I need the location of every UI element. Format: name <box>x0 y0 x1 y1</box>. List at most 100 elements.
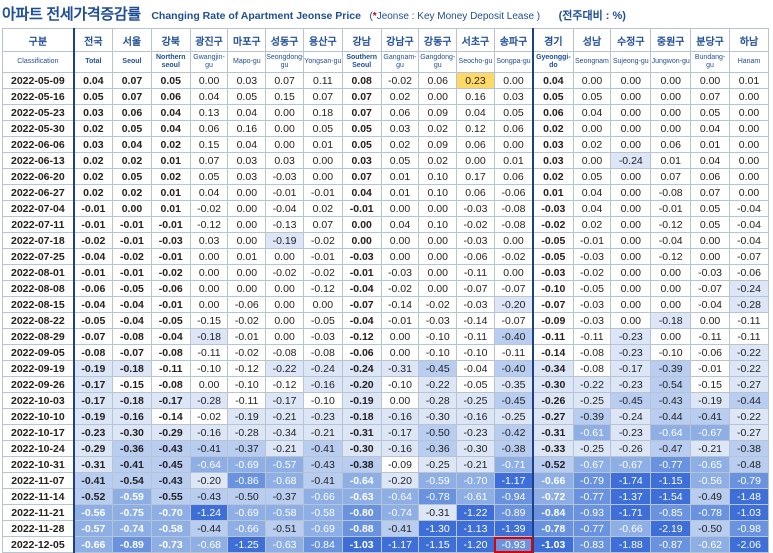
rate-cell: -0.19 <box>341 392 382 409</box>
rate-cell: -0.06 <box>493 184 535 201</box>
row-date: 2022-09-19 <box>1 360 75 377</box>
rate-cell: 0.04 <box>72 72 114 89</box>
rate-cell: -0.02 <box>112 248 152 265</box>
rate-cell: -0.39 <box>650 360 692 377</box>
rate-cell: 0.16 <box>456 88 495 105</box>
rate-cell: -0.77 <box>650 456 692 473</box>
rate-cell: -0.05 <box>532 248 574 265</box>
rate-cell: -0.12 <box>341 328 382 345</box>
rate-cell: -0.89 <box>112 536 152 553</box>
rate-cell: -0.04 <box>341 280 382 297</box>
rate-cell: -0.04 <box>650 232 692 249</box>
rate-cell: 0.01 <box>302 136 343 153</box>
rate-cell: -0.24 <box>341 360 382 377</box>
rate-cell: -0.74 <box>380 504 420 521</box>
rate-cell: -0.18 <box>112 392 152 409</box>
rate-cell: 0.05 <box>493 104 535 121</box>
rate-cell: -0.10 <box>456 344 495 361</box>
row-date: 2022-08-15 <box>1 296 75 313</box>
rate-cell: 0.00 <box>650 120 692 137</box>
rate-cell: 0.05 <box>572 88 612 105</box>
rate-cell: 0.07 <box>341 104 382 121</box>
rate-cell: 0.00 <box>690 232 730 249</box>
rate-cell: 0.00 <box>610 184 652 201</box>
rate-cell: -1.03 <box>341 536 382 553</box>
rate-cell: -0.03 <box>572 312 612 329</box>
rate-cell: 0.03 <box>227 72 267 89</box>
rate-cell: 0.16 <box>227 120 267 137</box>
rate-cell: -0.02 <box>189 408 229 425</box>
rate-cell: -0.19 <box>690 392 730 409</box>
rate-cell: 0.00 <box>189 72 229 89</box>
rate-cell: 0.00 <box>610 312 652 329</box>
rate-cell: -0.21 <box>456 456 495 473</box>
rate-cell: -0.72 <box>532 488 574 505</box>
rate-cell: -2.06 <box>728 536 770 553</box>
rate-cell: 0.00 <box>189 376 229 393</box>
rate-cell: 0.00 <box>610 104 652 121</box>
rate-cell: -0.11 <box>150 360 191 377</box>
table-row: 2022-08-22 -0.05 -0.04 -0.05 -0.15 -0.02 0.00-… <box>1 312 770 329</box>
rate-cell: 0.10 <box>418 184 458 201</box>
column-header-5: 마포구 <box>227 28 267 52</box>
rate-cell: 0.02 <box>150 168 191 185</box>
rate-cell: -0.01 <box>72 200 114 217</box>
rate-cell: -0.40 <box>493 360 535 377</box>
rate-cell: -0.43 <box>189 488 229 505</box>
rate-cell: -0.30 <box>456 440 495 457</box>
rate-cell: 0.06 <box>189 120 229 137</box>
rate-cell: -1.17 <box>380 536 420 553</box>
rate-cell: -0.16 <box>112 408 152 425</box>
rate-cell: -0.11 <box>572 328 612 345</box>
rate-cell: -0.12 <box>265 376 304 393</box>
rate-cell: 0.00 <box>650 328 692 345</box>
rate-cell: 0.02 <box>302 200 343 217</box>
title-note-star: * <box>372 11 377 22</box>
rate-cell: -0.25 <box>572 440 612 457</box>
table-row: 2022-05-09 0.04 0.07 0.05 0.00 0.03 0.07 0.11 0.… <box>1 72 770 89</box>
rate-cell: 0.00 <box>610 248 652 265</box>
rate-cell: 0.01 <box>532 184 574 201</box>
rate-cell: -0.02 <box>227 312 267 329</box>
rate-cell: 0.06 <box>150 88 191 105</box>
column-header-8: 강남 <box>341 28 382 52</box>
rate-cell: 0.06 <box>456 136 495 153</box>
rate-cell: -0.24 <box>302 360 343 377</box>
rate-cell: -0.59 <box>112 488 152 505</box>
rate-cell: -0.31 <box>72 456 114 473</box>
rate-cell: -0.78 <box>418 488 458 505</box>
rate-cell: -0.17 <box>380 424 420 441</box>
rate-cell: -0.15 <box>189 312 229 329</box>
column-header-en-3: Northern seoul <box>150 51 191 73</box>
rate-cell: 0.00 <box>418 200 458 217</box>
rate-cell: -0.08 <box>572 360 612 377</box>
rate-cell: -0.01 <box>265 184 304 201</box>
rate-cell: 0.00 <box>341 232 382 249</box>
rate-cell: -0.02 <box>189 200 229 217</box>
rate-cell: -0.51 <box>265 520 304 537</box>
rate-cell: -0.11 <box>456 264 495 281</box>
column-header-15: 수정구 <box>610 28 652 52</box>
table-row: 2022-10-10 -0.19 -0.16 -0.14 -0.02 -0.19 -0.21… <box>1 408 770 425</box>
rate-cell: -0.39 <box>572 408 612 425</box>
rate-cell: -0.01 <box>380 312 420 329</box>
rate-cell: -0.58 <box>150 520 191 537</box>
rate-cell: -0.06 <box>690 344 730 361</box>
rate-cell: 0.00 <box>728 152 770 169</box>
rate-cell: 0.00 <box>610 88 652 105</box>
rate-cell: -0.43 <box>302 456 343 473</box>
rate-cell: -0.20 <box>493 296 535 313</box>
rate-cell: -1.48 <box>728 488 770 505</box>
rate-cell: 0.04 <box>189 184 229 201</box>
row-date: 2022-08-22 <box>1 312 75 329</box>
rate-cell: -0.23 <box>610 376 652 393</box>
column-header-10: 강동구 <box>418 28 458 52</box>
row-date: 2022-11-28 <box>1 520 75 537</box>
rate-cell: -0.40 <box>493 328 535 345</box>
rate-cell: 0.02 <box>72 168 114 185</box>
rate-cell: -0.11 <box>728 312 770 329</box>
rate-cell: -0.50 <box>418 424 458 441</box>
rate-cell: 0.00 <box>189 264 229 281</box>
rate-cell: -0.56 <box>690 472 730 489</box>
column-header-en-14: Seongnam <box>572 51 612 73</box>
